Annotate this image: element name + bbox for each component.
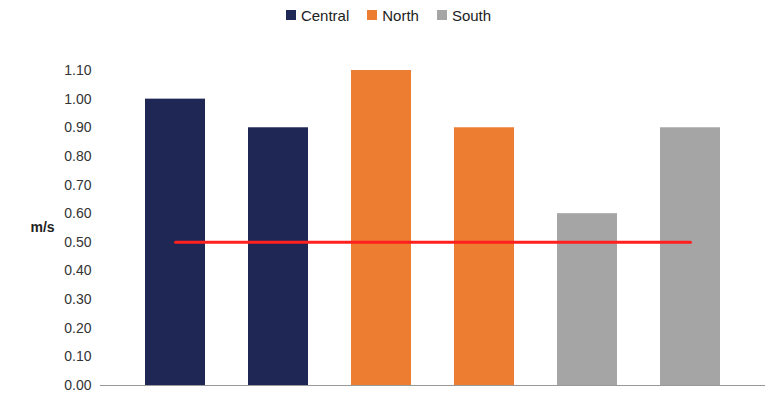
html-text:North: North xyxy=(382,6,419,24)
svg-text:0.50: 0.50 xyxy=(64,234,91,250)
svg-text:1.10: 1.10 xyxy=(64,62,91,78)
svg-text:0.80: 0.80 xyxy=(64,148,91,164)
svg-text:0.10: 0.10 xyxy=(64,348,91,364)
svg-text:1.00: 1.00 xyxy=(64,91,91,107)
svg-text:0.00: 0.00 xyxy=(64,377,91,393)
svg-text:0.90: 0.90 xyxy=(64,119,91,135)
svg-text:0.60: 0.60 xyxy=(64,205,91,221)
svg-text:m/s: m/s xyxy=(31,219,55,235)
svg-text:0.30: 0.30 xyxy=(64,291,91,307)
html-text:Central: Central xyxy=(300,6,350,24)
svg-text:0.40: 0.40 xyxy=(64,262,91,278)
html-text:South: South xyxy=(451,6,492,24)
svg-text:0.70: 0.70 xyxy=(64,177,91,193)
svg-text:0.20: 0.20 xyxy=(64,320,91,336)
